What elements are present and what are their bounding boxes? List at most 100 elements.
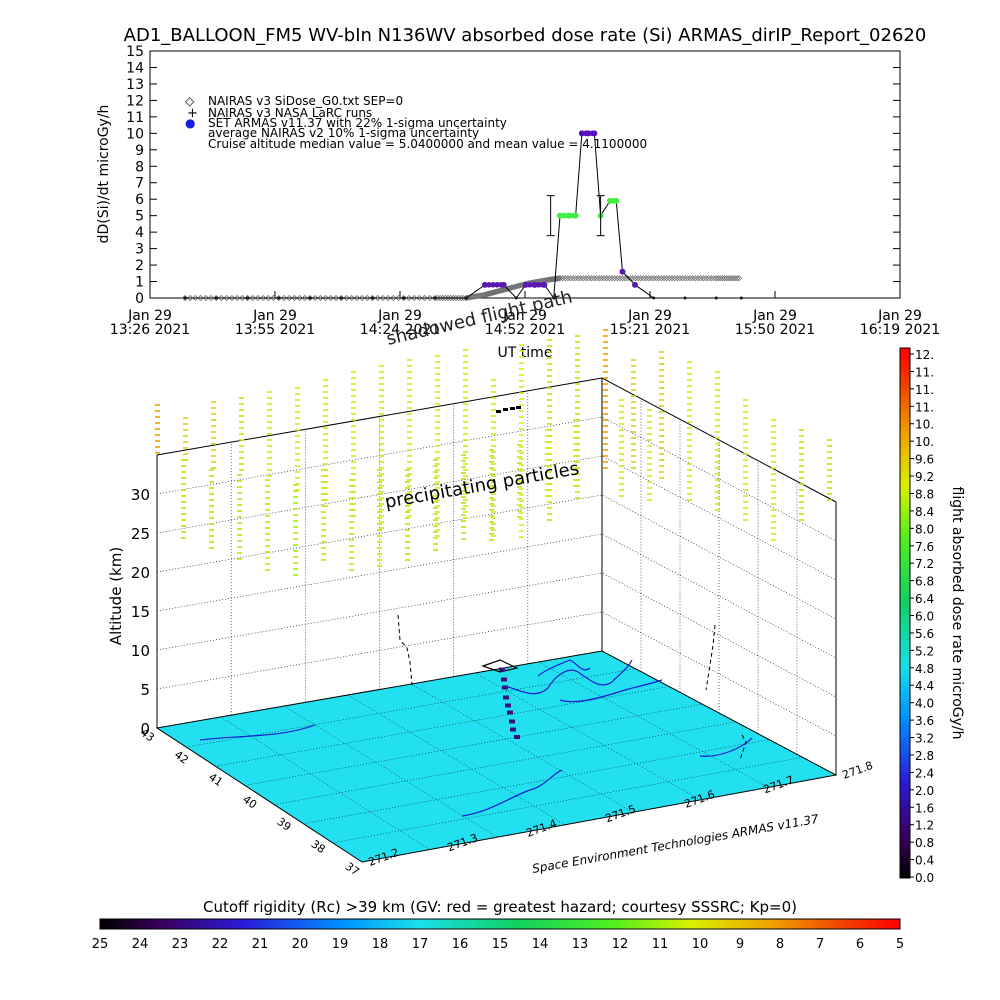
nairas-point — [580, 275, 587, 282]
armas-point — [277, 296, 281, 300]
legend-entry-nairas-v2: average NAIRAS v2 10% 1-sigma uncertaint… — [208, 126, 479, 140]
legend-symbol-armas: ● — [185, 116, 195, 130]
nairas-point — [710, 275, 717, 282]
nairas-point — [624, 275, 631, 282]
nairas-point — [322, 294, 329, 302]
wall-gridline — [156, 416, 837, 542]
nairas-point — [437, 294, 444, 302]
y-tick-label: 14 — [126, 60, 144, 76]
nairas-point — [426, 294, 433, 302]
nairas-point — [562, 275, 569, 282]
nairas-point — [729, 275, 736, 282]
flight-track-point — [505, 703, 511, 708]
nairas-point — [187, 294, 194, 302]
nairas-point — [312, 294, 319, 302]
armas-point-fill — [494, 282, 500, 288]
ground-gridline — [474, 672, 701, 801]
armas-point-fill — [607, 198, 613, 204]
flight-track-point — [510, 407, 515, 410]
armas-point — [591, 130, 598, 137]
nairas-point — [616, 275, 623, 282]
nairas-point — [622, 275, 629, 282]
box-outline — [156, 377, 837, 775]
ground-gridline — [411, 683, 633, 813]
y-tick-label: 0 — [135, 291, 144, 307]
nairas-point — [721, 275, 728, 282]
y-tick-label: 15 — [126, 44, 144, 60]
nairas-point — [508, 284, 515, 291]
nairas-point — [725, 275, 732, 282]
y-tick-label: 6 — [135, 192, 144, 208]
armas-point — [619, 268, 626, 275]
altitude-axis-label: Altitude (km) — [107, 547, 125, 645]
nairas-point — [301, 294, 308, 302]
colorbar-tick-label: 8.0 — [915, 522, 934, 536]
nairas-point — [715, 275, 722, 282]
nairas-point — [442, 294, 449, 302]
colorbar-tick-label: 2.4 — [915, 766, 934, 780]
longitude-tick-label: 271.8 — [841, 759, 875, 782]
altitude-axis-ticks: 0 5 10 15 20 25 30 — [131, 486, 150, 738]
nairas-point — [606, 275, 613, 282]
nairas-point — [694, 275, 702, 282]
nairas-point — [614, 275, 621, 282]
nairas-point — [244, 294, 251, 302]
time-series-y-label: dD(Si)/dt microGy/h — [96, 105, 112, 244]
nairas-point — [327, 294, 334, 302]
nairas-point — [439, 294, 446, 302]
cutoff-rigidity-colorbar-label: Cutoff rigidity (Rc) >39 km (GV: red = g… — [203, 898, 797, 916]
x-tick-label-date: Jan 29 — [502, 308, 547, 324]
colorbar-tick-label: 1.6 — [915, 801, 934, 815]
armas-point — [339, 296, 343, 300]
colorbar-tick-label: 17 — [412, 937, 429, 952]
nairas-point — [598, 275, 605, 282]
colorbar-tick-label: 12 — [612, 937, 629, 952]
x-tick-label-time: 14:52 2021 — [485, 322, 565, 338]
ground-gridline — [244, 703, 703, 786]
x-tick-label-time: 15:50 2021 — [735, 322, 815, 338]
x-tick-label-time: 13:26 2021 — [110, 322, 190, 338]
nairas-point — [218, 294, 225, 302]
altitude-tick-label: 30 — [131, 486, 150, 504]
nairas-point — [223, 294, 230, 302]
nairas-point — [593, 275, 600, 282]
armas-point — [514, 296, 518, 300]
x-tick-label-date: Jan 29 — [627, 308, 672, 324]
colorbar-tick-label: 22 — [212, 937, 229, 952]
armas-point-fill — [522, 282, 529, 288]
nairas-point — [421, 294, 428, 302]
x-tick-label-date: Jan 29 — [127, 308, 172, 324]
nairas-point — [506, 285, 514, 292]
nairas-point — [717, 275, 724, 282]
back-wall-grid — [156, 390, 837, 776]
nairas-point — [611, 275, 618, 282]
nairas-point — [679, 275, 686, 282]
latitude-tick-label: 40 — [240, 793, 259, 812]
y-tick-label: 13 — [126, 77, 144, 93]
nairas-point — [575, 275, 582, 282]
nairas-point — [286, 294, 293, 302]
nairas-point — [671, 275, 678, 282]
legend-symbol-nairas-sidose: ◇ — [185, 94, 195, 108]
cutoff-rigidity-colorbar-strip — [99, 918, 901, 930]
nairas-point — [503, 285, 510, 293]
ground-gridline — [186, 668, 636, 748]
nairas-point — [202, 294, 209, 302]
nairas-point — [707, 275, 715, 282]
colorbar-tick-label: 10 — [692, 937, 709, 952]
nairas-point — [736, 275, 743, 282]
nairas-point — [637, 275, 644, 282]
x-tick-label-time: 16:19 2021 — [860, 322, 940, 338]
armas-point — [572, 212, 579, 219]
nairas-point — [513, 283, 520, 290]
nairas-point — [687, 275, 694, 282]
colorbar-tick-label: 4.8 — [915, 662, 934, 676]
nairas-point — [645, 275, 652, 282]
armas-point — [739, 296, 743, 300]
colorbar-tick-label: 8.4 — [915, 505, 934, 519]
nairas-point — [731, 275, 739, 282]
armas-point — [433, 296, 437, 300]
colorbar-tick-label: 25 — [92, 937, 109, 952]
nairas-point — [666, 275, 673, 282]
nairas-point — [510, 284, 517, 291]
